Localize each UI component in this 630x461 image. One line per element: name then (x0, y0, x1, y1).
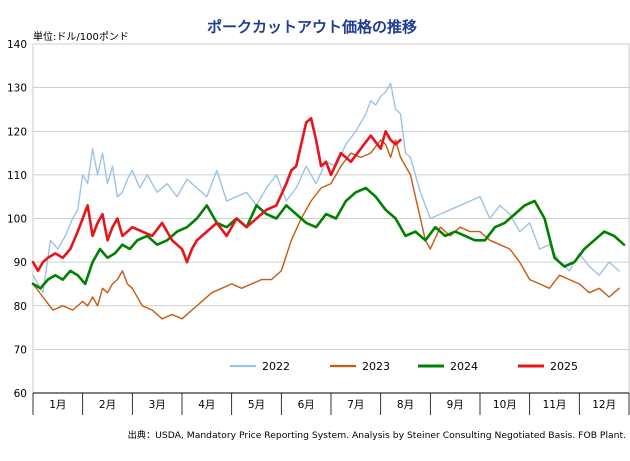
x-tick-label: 12月 (592, 399, 616, 411)
y-tick-label: 90 (14, 257, 27, 269)
y-tick-label: 100 (7, 214, 27, 226)
x-tick-label: 9月 (447, 399, 464, 411)
legend-label-2022: 2022 (262, 360, 290, 373)
legend-label-2024: 2024 (450, 360, 478, 373)
y-tick-label: 80 (14, 301, 27, 313)
series-line-2025 (31, 116, 402, 273)
source-note: 出典：USDA, Mandatory Price Reporting Syste… (128, 429, 626, 441)
x-tick-label: 4月 (198, 399, 215, 411)
series-line-2023 (32, 139, 620, 320)
series-line-2022 (32, 82, 620, 294)
legend: 2022 2023 2024 2025 (230, 360, 578, 373)
y-tick-label: 110 (7, 170, 27, 182)
y-tick-label: 70 (14, 344, 27, 356)
x-tick-label: 7月 (347, 399, 364, 411)
x-tick-label: 1月 (49, 399, 66, 411)
y-tick-label: 130 (7, 83, 27, 95)
x-tick-label: 2月 (99, 399, 116, 411)
series-line-2024 (31, 186, 626, 290)
y-tick-label: 120 (7, 126, 27, 138)
x-tick-label: 6月 (298, 399, 315, 411)
x-tick-label: 5月 (248, 399, 265, 411)
x-tick-label: 8月 (397, 399, 414, 411)
x-tick-label: 10月 (493, 399, 517, 411)
legend-label-2025: 2025 (550, 360, 578, 373)
x-tick-label: 3月 (149, 399, 166, 411)
y-axis-unit-label: 単位:ドル/100ポンド (33, 30, 129, 43)
y-tick-label: 140 (7, 39, 27, 51)
y-tick-label: 60 (14, 388, 27, 400)
series-layer (31, 82, 626, 320)
legend-label-2023: 2023 (362, 360, 390, 373)
x-tick-label: 11月 (543, 399, 567, 411)
chart-title: ポークカットアウト価格の推移 (207, 18, 417, 36)
axis-layer: 60 70 80 90 100 110 120 130 140 1月 2月 3月 4月 5月 6月 7月 8月 9… (7, 39, 630, 415)
grid-layer (32, 43, 630, 393)
